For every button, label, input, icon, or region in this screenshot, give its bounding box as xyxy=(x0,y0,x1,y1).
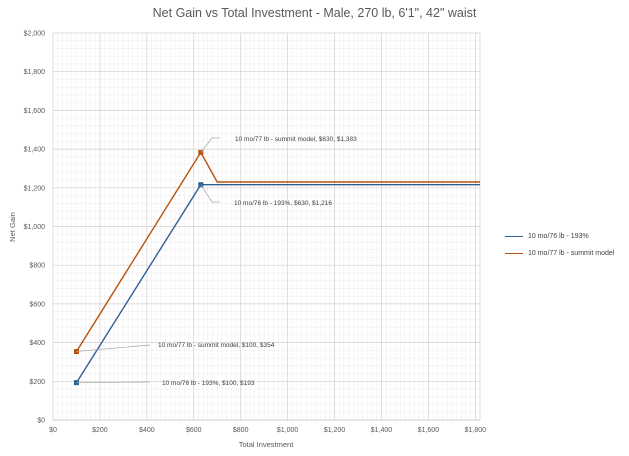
chart-title: Net Gain vs Total Investment - Male, 270… xyxy=(152,6,477,20)
annotation-leader-line xyxy=(76,344,151,352)
y-tick-label: $1,200 xyxy=(24,185,46,192)
grid xyxy=(53,32,481,420)
legend-label-193: 10 mo/76 lb - 193% xyxy=(528,233,589,240)
y-tick-label: $1,800 xyxy=(24,69,46,76)
series-line-0 xyxy=(75,184,480,384)
y-tick-label: $0 xyxy=(37,418,45,425)
y-tick-label: $200 xyxy=(29,379,45,386)
x-tick-label: $1,000 xyxy=(277,427,299,434)
x-tick-label: $600 xyxy=(186,427,202,434)
legend-swatch-summit xyxy=(505,253,523,254)
x-tick-label: $1,800 xyxy=(465,427,487,434)
legend-item-summit: 10 mo/77 lb - summit model xyxy=(505,245,614,262)
x-tick-label: $800 xyxy=(233,427,249,434)
legend-item-193: 10 mo/76 lb - 193% xyxy=(505,228,614,245)
legend: 10 mo/76 lb - 193% 10 mo/77 lb - summit … xyxy=(505,228,614,262)
x-tick-label: $200 xyxy=(92,427,108,434)
annotation-label: 10 mo/77 lb - summit model, $630, $1,383 xyxy=(235,136,357,143)
series-line-1 xyxy=(75,151,480,352)
y-tick-label: $600 xyxy=(29,301,45,308)
annotation-leader-line xyxy=(200,137,220,153)
annotation-label: 10 mo/76 lb - 193%, $630, $1,216 xyxy=(234,200,332,207)
y-tick-label: $400 xyxy=(29,340,45,347)
y-tick-label: $1,000 xyxy=(24,224,46,231)
axes: $0 $200 $400 $600 $800 $1,000 $1,200 $1,400 $1,6… xyxy=(24,31,487,435)
x-axis-title: Total Investment xyxy=(239,440,295,449)
annotation-leader-line xyxy=(200,184,220,203)
y-tick-label: $800 xyxy=(29,263,45,270)
x-tick-label: $400 xyxy=(139,427,155,434)
x-tick-label: $1,600 xyxy=(418,427,440,434)
legend-label-summit: 10 mo/77 lb - summit model xyxy=(528,250,615,257)
annotation-label: 10 mo/76 lb - 193%, $100, $193 xyxy=(162,380,255,387)
y-axis-title: Net Gain xyxy=(8,212,17,242)
x-tick-label: $1,400 xyxy=(371,427,393,434)
y-tick-label: $1,400 xyxy=(24,147,46,154)
x-tick-label: $0 xyxy=(49,427,57,434)
legend-swatch-193 xyxy=(505,236,523,237)
y-tick-label: $1,600 xyxy=(24,108,46,115)
y-tick-label: $2,000 xyxy=(24,31,46,38)
annotation-label: 10 mo/77 lb - summit model, $100, $354 xyxy=(158,342,275,349)
x-tick-label: $1,200 xyxy=(324,427,346,434)
annotation-leader-line xyxy=(76,381,151,384)
annotations-layer: 10 mo/77 lb - summit model, $630, $1,383… xyxy=(76,136,357,387)
